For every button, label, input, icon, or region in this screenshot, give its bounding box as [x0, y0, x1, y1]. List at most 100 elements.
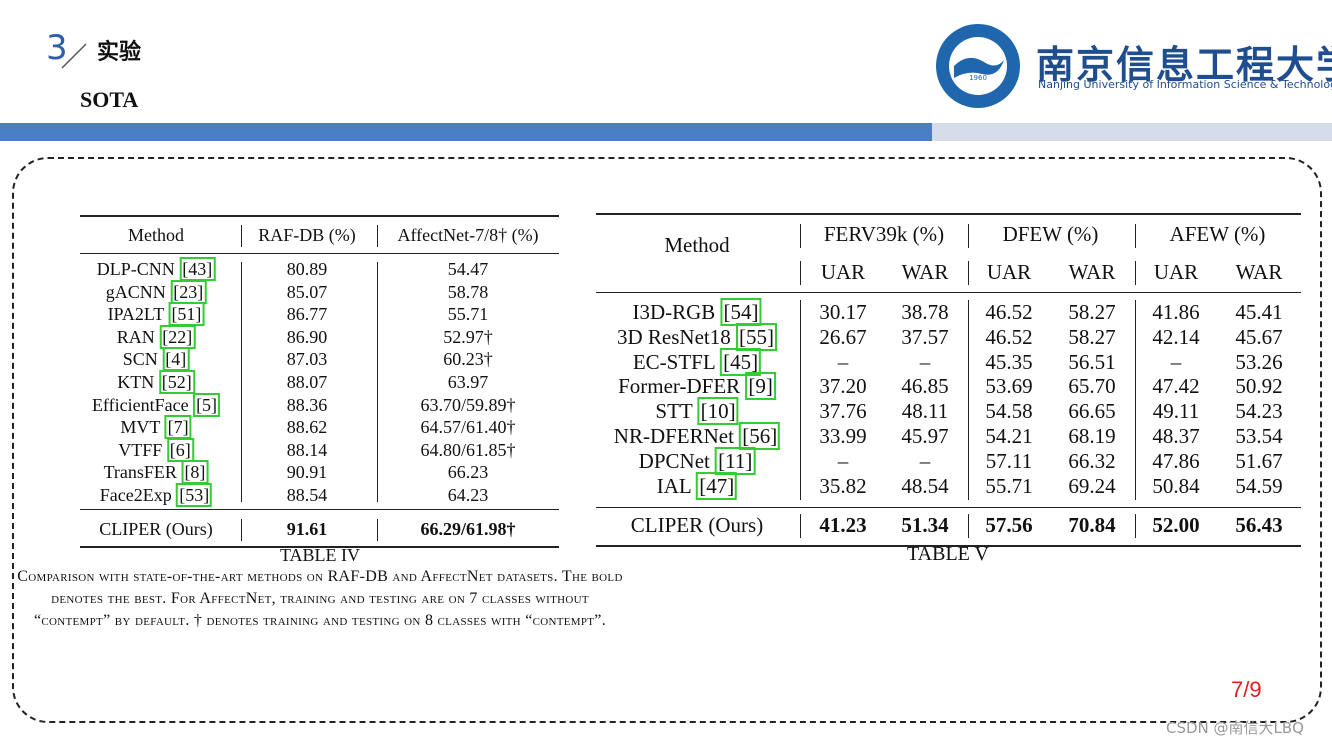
citation: [53] [176, 483, 213, 507]
method-name: DPCNet [638, 448, 710, 473]
cell: 54.23 [1235, 399, 1283, 424]
section-title: 实验 [97, 40, 142, 65]
rule [596, 213, 1301, 215]
cell: 50.92 [1235, 374, 1283, 399]
separator [377, 262, 378, 502]
method: Face2Exp [53] [99, 483, 213, 507]
subcolumn-header: WAR [901, 260, 949, 284]
cell: 66.23 [447, 462, 489, 483]
cell: 45.41 [1235, 300, 1283, 324]
cell: 46.52 [985, 300, 1033, 324]
rule [596, 507, 1301, 508]
cell: 35.82 [819, 473, 867, 498]
citation: [8] [181, 460, 209, 485]
cell: 57.11 [985, 448, 1033, 473]
cell: 88.54 [286, 485, 328, 505]
method-name: NR-DFERNet [613, 424, 734, 448]
ours-cell: 56.43 [1235, 513, 1283, 537]
method: EC-STFL [45] [633, 347, 762, 376]
cell: 63.97 [447, 372, 489, 392]
cell: 50.84 [1152, 473, 1200, 498]
cell: 51.67 [1235, 448, 1283, 473]
method: IAL [47] [657, 471, 738, 500]
university-en: Nanjing University of Information Scienc… [1038, 78, 1332, 91]
citation: [7] [164, 415, 192, 440]
cell: 48.37 [1152, 424, 1200, 448]
cell: 54.47 [447, 259, 489, 279]
cell: 64.80/61.85† [420, 439, 516, 460]
cell: 54.21 [985, 424, 1033, 448]
cell: 86.77 [286, 304, 328, 325]
ours-cell: 66.29/61.98† [420, 519, 516, 539]
separator [968, 514, 969, 538]
cell: 45.97 [901, 424, 949, 448]
method: 3D ResNet18 [55] [617, 322, 777, 351]
rule [80, 546, 559, 548]
method-name: VTFF [118, 439, 163, 460]
cell: 65.70 [1068, 374, 1116, 399]
cell: 85.07 [286, 281, 328, 302]
citation: [55] [736, 322, 777, 351]
cell: 49.11 [1152, 399, 1200, 424]
ours-cell: 57.56 [985, 513, 1033, 537]
cell: 55.71 [447, 304, 489, 325]
rule [80, 215, 559, 217]
cell: 48.11 [901, 399, 949, 424]
cell: 66.65 [1068, 399, 1116, 424]
ours-cell: CLIPER (Ours) [630, 513, 764, 537]
cell: 46.85 [901, 374, 949, 399]
separator [377, 225, 378, 247]
cell: 37.57 [901, 324, 949, 349]
group-header: FERV39k (%) [823, 222, 945, 246]
cell: 55.71 [985, 473, 1033, 498]
method: KTN [52] [117, 370, 195, 394]
cell: 54.59 [1235, 473, 1283, 498]
cell: 37.20 [819, 374, 867, 399]
cell: 56.51 [1068, 349, 1116, 374]
subcolumn-header: UAR [986, 260, 1032, 284]
cell: 33.99 [819, 424, 867, 448]
citation: [10] [697, 397, 739, 426]
ours-cell: 91.61 [286, 519, 328, 539]
method-name: DLP-CNN [96, 259, 175, 279]
ours-cell: CLIPER (Ours) [99, 519, 213, 539]
method: DLP-CNN [43] [96, 257, 216, 281]
page-number: 7/9 [1231, 677, 1262, 702]
cell: 53.54 [1235, 424, 1283, 448]
citation: [22] [159, 324, 196, 349]
method-name: Face2Exp [99, 485, 172, 505]
separator [241, 519, 242, 541]
cell: 53.26 [1235, 349, 1283, 374]
cell: 53.69 [985, 374, 1033, 399]
citation: [51] [168, 302, 205, 327]
method: SCN [4] [123, 347, 190, 372]
cell: – [1170, 349, 1182, 374]
cell: – [919, 349, 931, 374]
cell: 69.24 [1068, 473, 1116, 498]
method: DPCNet [11] [638, 446, 756, 475]
separator [241, 225, 242, 247]
citation: [23] [170, 279, 207, 304]
cell: 64.57/61.40† [420, 417, 516, 438]
cell: – [837, 448, 849, 473]
logo: 1960 [936, 24, 1020, 108]
cell: 90.91 [286, 462, 328, 483]
separator [241, 262, 242, 502]
separator [1135, 224, 1136, 248]
citation: [11] [715, 446, 756, 475]
cell: 47.42 [1152, 374, 1200, 399]
column-header: RAF-DB (%) [258, 225, 356, 245]
method-name: KTN [117, 372, 155, 392]
separator [968, 224, 969, 248]
method-name: MVT [120, 417, 161, 438]
cell: 38.78 [901, 300, 949, 324]
method-name: 3D ResNet18 [617, 324, 731, 349]
citation: [54] [720, 298, 762, 326]
separator [1135, 300, 1136, 500]
method: STT [10] [655, 397, 739, 426]
cell: 58.27 [1068, 300, 1116, 324]
citation: [5] [193, 392, 221, 417]
cell: 30.17 [819, 300, 867, 324]
citation: [47] [696, 471, 738, 500]
